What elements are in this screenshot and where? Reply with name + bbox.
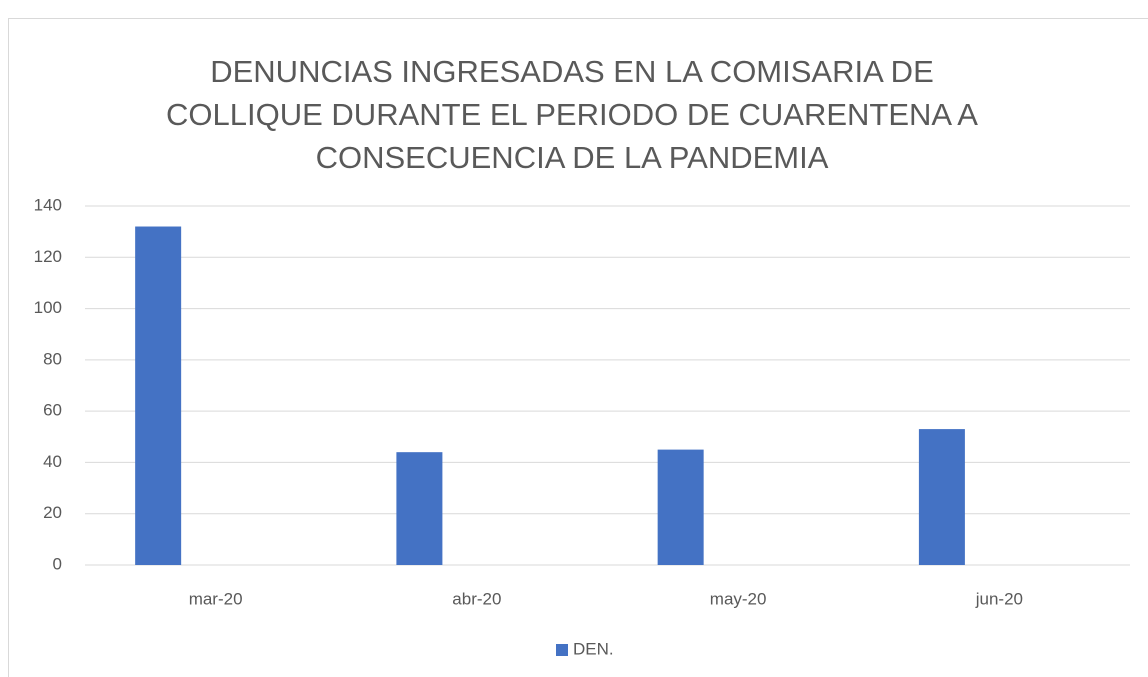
y-tick-label: 0 xyxy=(53,554,62,573)
bar xyxy=(918,429,965,565)
y-tick-label: 100 xyxy=(34,298,62,317)
bar xyxy=(657,449,704,565)
y-tick-label: 140 xyxy=(34,195,62,214)
chart-border xyxy=(8,18,1148,677)
y-tick-label: 40 xyxy=(43,452,62,471)
y-tick-label: 80 xyxy=(43,349,62,368)
chart-title: DENUNCIAS INGRESADAS EN LA COMISARIA DE … xyxy=(166,54,978,175)
legend-label: DEN. xyxy=(573,639,614,658)
x-tick-label: mar-20 xyxy=(189,589,243,608)
y-tick-label: 60 xyxy=(43,401,62,420)
bar xyxy=(135,226,182,565)
legend-swatch xyxy=(556,644,568,656)
bar xyxy=(396,452,443,565)
y-tick-label: 20 xyxy=(43,503,62,522)
x-tick-label: may-20 xyxy=(710,589,767,608)
y-tick-label: 120 xyxy=(34,247,62,266)
x-tick-label: abr-20 xyxy=(452,589,501,608)
x-tick-label: jun-20 xyxy=(975,589,1023,608)
